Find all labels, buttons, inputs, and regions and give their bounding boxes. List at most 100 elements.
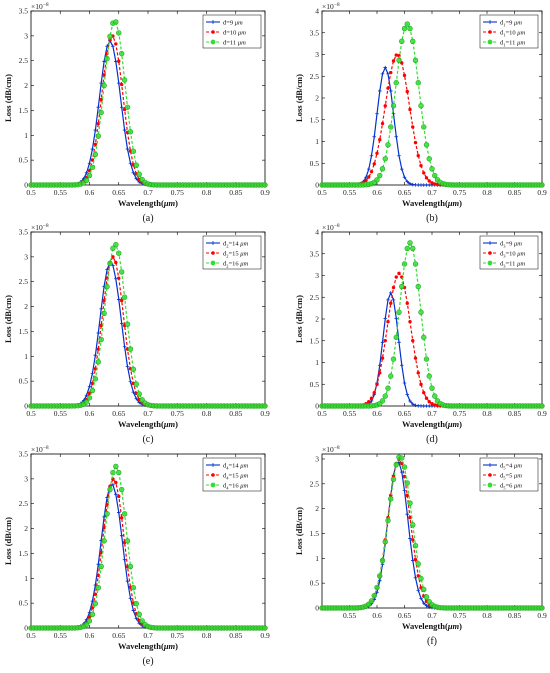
data-point xyxy=(394,316,399,321)
data-point xyxy=(367,400,371,404)
x-tick-label: 0.9 xyxy=(260,409,270,418)
x-tick-label: 0.6 xyxy=(85,188,95,197)
x-tick-label: 0.65 xyxy=(112,188,125,197)
data-point xyxy=(105,267,109,272)
data-point xyxy=(99,307,103,311)
legend-swatch-marker xyxy=(488,241,492,245)
data-point xyxy=(404,480,410,486)
x-tick-label: 0.55 xyxy=(54,631,67,640)
data-point xyxy=(390,356,397,362)
y-tick-label: 2 xyxy=(315,315,319,324)
data-point xyxy=(379,557,386,564)
legend-value: =14 xyxy=(229,463,241,470)
y-tick-label: 1 xyxy=(24,352,28,361)
legend-subscript: 1 xyxy=(503,23,505,28)
y-tick-label: 2 xyxy=(24,302,28,311)
data-point xyxy=(410,245,416,252)
legend-unit: μm xyxy=(514,463,522,470)
x-tick-label: 0.8 xyxy=(482,409,492,418)
data-point xyxy=(368,598,375,604)
x-tick-label: 0.9 xyxy=(537,611,547,620)
y-tick-label: 2 xyxy=(24,81,28,90)
data-point xyxy=(405,493,409,498)
x-tick-label: 0.6 xyxy=(85,631,95,640)
data-point xyxy=(107,486,113,493)
y-tick-label: 3 xyxy=(315,50,319,59)
data-point xyxy=(118,269,125,275)
data-point xyxy=(385,385,391,391)
data-point xyxy=(128,379,133,384)
data-point xyxy=(367,175,371,179)
data-point xyxy=(92,600,99,607)
x-tick-label: 0.65 xyxy=(112,409,125,418)
data-point xyxy=(372,390,376,395)
legend-swatch-marker xyxy=(211,251,215,255)
y-axis-label: Loss (dB/cm) xyxy=(3,295,13,343)
legend-unit: μm xyxy=(517,30,525,37)
y-tick-label: 0.5 xyxy=(310,579,320,588)
legend-swatch-marker xyxy=(488,20,492,24)
x-tick-label: 0.55 xyxy=(343,611,356,620)
y-tick-label: 0 xyxy=(24,402,28,411)
data-point xyxy=(408,515,412,520)
data-point xyxy=(98,109,104,116)
data-point xyxy=(397,271,401,276)
legend-unit: μm xyxy=(517,40,525,47)
data-point xyxy=(95,359,101,365)
legend-subscript: 2 xyxy=(226,254,228,259)
data-point xyxy=(399,455,405,461)
x-axis-unit: μm xyxy=(163,198,176,208)
data-point xyxy=(413,140,418,145)
legend-label: d3=11 μm xyxy=(500,261,525,269)
x-tick-label: 0.85 xyxy=(508,409,521,418)
data-point xyxy=(369,396,374,400)
legend-swatch-marker xyxy=(488,30,492,34)
data-point xyxy=(118,486,125,493)
data-point xyxy=(84,170,89,175)
data-point xyxy=(113,241,119,248)
legend-swatch-marker xyxy=(487,482,493,488)
data-point xyxy=(378,137,382,142)
x-tick-label: 0.85 xyxy=(229,188,242,197)
data-point xyxy=(389,70,393,75)
legend-label: d1=11 μm xyxy=(500,40,525,48)
x-tick-label: 0.55 xyxy=(54,188,67,197)
data-point xyxy=(401,25,408,32)
data-point xyxy=(380,121,385,126)
data-point xyxy=(86,618,93,624)
data-point xyxy=(430,402,434,406)
data-point xyxy=(421,124,427,130)
x-tick-label: 0.75 xyxy=(171,188,184,197)
data-point xyxy=(375,111,379,116)
data-point xyxy=(371,592,377,599)
x-tick-label: 0.5 xyxy=(317,188,327,197)
legend-label: d4=15 μm xyxy=(223,473,249,481)
data-point xyxy=(133,162,140,168)
data-point xyxy=(125,364,130,369)
legend-label: d=10 μm xyxy=(223,30,246,37)
data-point xyxy=(399,363,404,368)
legend-swatch-marker xyxy=(211,20,215,24)
data-point xyxy=(369,169,374,174)
data-point xyxy=(90,147,95,151)
legend-unit: μm xyxy=(514,20,522,27)
data-point xyxy=(93,353,98,358)
data-point xyxy=(394,275,398,279)
y-tick-label: 4 xyxy=(315,228,319,237)
y-exponent-power: −8 xyxy=(43,223,49,229)
y-tick-label: 2.5 xyxy=(19,56,29,65)
data-point xyxy=(372,134,377,139)
legend-label: d=9 μm xyxy=(223,20,243,27)
data-point xyxy=(418,575,424,582)
y-tick-label: 2.5 xyxy=(19,499,29,508)
data-point xyxy=(404,245,410,252)
legend-subscript: 2 xyxy=(226,244,228,249)
y-tick-label: 1.5 xyxy=(310,336,320,345)
legend-unit: μm xyxy=(517,251,525,258)
y-tick-label: 3.5 xyxy=(19,7,29,16)
data-point xyxy=(405,512,410,516)
data-point xyxy=(394,53,398,57)
data-point xyxy=(104,55,110,62)
data-point xyxy=(383,65,388,70)
data-point xyxy=(413,576,418,580)
